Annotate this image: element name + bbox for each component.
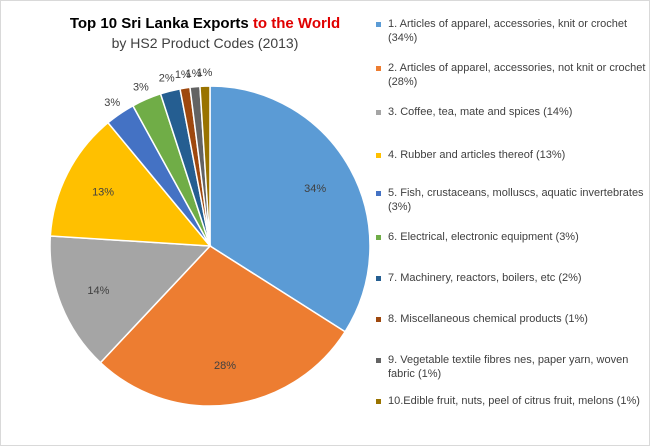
legend-item-1: 1. Articles of apparel, accessories, kni… — [376, 18, 648, 45]
legend-label-7: 7. Machinery, reactors, boilers, etc (2%… — [388, 272, 582, 284]
legend-label-6: 6. Electrical, electronic equipment (3%) — [388, 231, 579, 243]
pie-slices — [49, 85, 371, 407]
chart-title: Top 10 Sri Lanka Exports to the World by… — [20, 14, 390, 52]
legend-label-1: 1. Articles of apparel, accessories, kni… — [388, 18, 628, 44]
chart-title-line1: Top 10 Sri Lanka Exports to the World — [20, 14, 390, 34]
data-label-7: 2% — [159, 72, 175, 84]
data-label-5: 3% — [104, 97, 120, 109]
legend-swatch-8 — [376, 317, 381, 322]
legend-label-10: 10.Edible fruit, nuts, peel of citrus fr… — [388, 395, 640, 407]
legend-swatch-4 — [376, 153, 381, 158]
pie-slice-1 — [209, 85, 371, 333]
legend-item-5: 5. Fish, crustaceans, molluscs, aquatic … — [376, 187, 648, 214]
legend-item-9: 9. Vegetable textile fibres nes, paper y… — [376, 354, 648, 381]
legend-item-3: 3. Coffee, tea, mate and spices (14%) — [376, 106, 648, 120]
legend-swatch-9 — [376, 358, 381, 363]
data-label-10: 1% — [197, 67, 213, 79]
legend-label-4: 4. Rubber and articles thereof (13%) — [388, 149, 566, 161]
legend-label-2: 2. Articles of apparel, accessories, not… — [388, 62, 646, 88]
chart-title-highlight: to the World — [252, 15, 341, 32]
data-label-3: 14% — [87, 285, 109, 297]
legend-label-8: 8. Miscellaneous chemical products (1%) — [388, 313, 588, 325]
legend-swatch-7 — [376, 276, 381, 281]
data-label-8: 1% — [175, 69, 191, 81]
data-label-2: 28% — [214, 360, 236, 372]
chart-title-prefix: Top 10 Sri Lanka Exports — [69, 15, 253, 32]
legend-item-8: 8. Miscellaneous chemical products (1%) — [376, 313, 648, 327]
legend-item-7: 7. Machinery, reactors, boilers, etc (2%… — [376, 272, 648, 286]
legend-swatch-2 — [376, 66, 381, 71]
legend-swatch-5 — [376, 191, 381, 196]
pie-slice-4 — [49, 121, 212, 247]
pie-data-labels: 34%28%14%13%3%3%2% 1%1%1% — [87, 67, 326, 372]
data-label-6: 3% — [133, 81, 149, 93]
data-label-9: 1% — [186, 68, 202, 80]
legend-label-5: 5. Fish, crustaceans, molluscs, aquatic … — [388, 187, 644, 213]
legend-item-10: 10.Edible fruit, nuts, peel of citrus fr… — [376, 395, 648, 409]
legend-swatch-3 — [376, 110, 381, 115]
legend-item-2: 2. Articles of apparel, accessories, not… — [376, 62, 648, 89]
legend-swatch-6 — [376, 235, 381, 240]
legend-swatch-1 — [376, 22, 381, 27]
data-label-4: 13% — [92, 187, 114, 199]
legend-item-6: 6. Electrical, electronic equipment (3%) — [376, 231, 648, 245]
legend-item-4: 4. Rubber and articles thereof (13%) — [376, 149, 648, 163]
pie-slice-3 — [49, 235, 212, 364]
chart-subtitle: by HS2 Product Codes (2013) — [111, 35, 299, 51]
legend-label-9: 9. Vegetable textile fibres nes, paper y… — [388, 354, 629, 380]
legend-swatch-10 — [376, 399, 381, 404]
pie-slice-2 — [99, 245, 347, 407]
pie-slice-10 — [199, 85, 211, 247]
data-label-1: 34% — [304, 183, 326, 195]
legend-label-3: 3. Coffee, tea, mate and spices (14%) — [388, 106, 573, 118]
